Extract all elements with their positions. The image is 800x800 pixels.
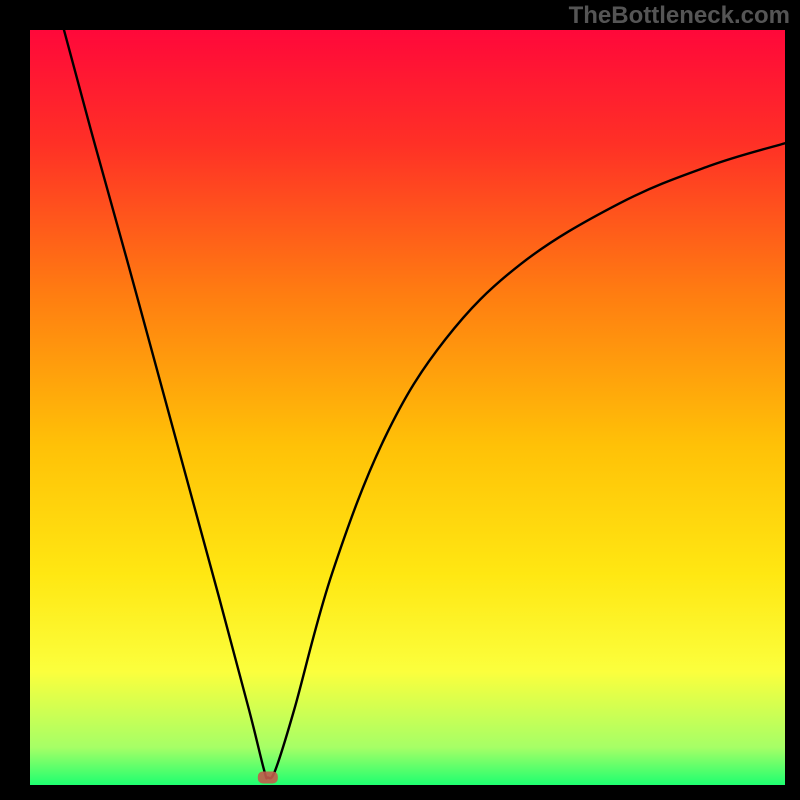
curve-layer	[30, 30, 785, 785]
bottleneck-curve	[64, 30, 785, 778]
apex-marker	[258, 771, 278, 783]
chart-frame: TheBottleneck.com	[0, 0, 800, 800]
watermark-text: TheBottleneck.com	[569, 2, 790, 30]
plot-area	[30, 30, 785, 785]
